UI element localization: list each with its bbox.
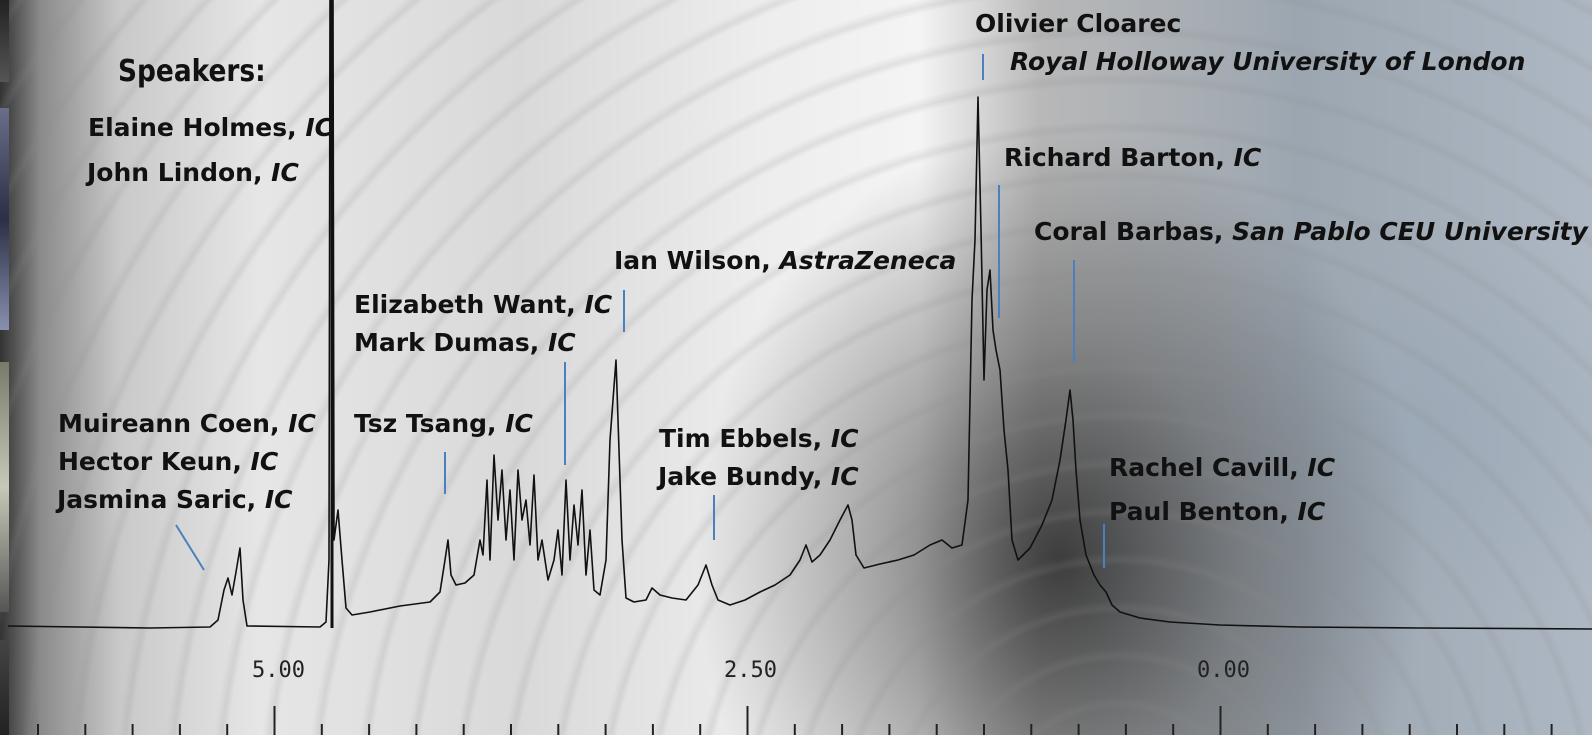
speaker-label: Hector Keun, IC <box>58 447 279 476</box>
photo-strip-middle <box>0 108 9 330</box>
tick-label-0: 0.00 <box>1197 658 1250 683</box>
tick-label-2-5: 2.50 <box>724 658 777 683</box>
tick-label-5: 5.00 <box>252 658 305 683</box>
speakers-heading: Speakers: <box>118 54 266 89</box>
speaker-label: Tim Ebbels, IC <box>659 424 859 453</box>
speaker-label: Paul Benton, IC <box>1109 497 1326 526</box>
photo-strip-lower <box>0 362 9 612</box>
speaker-label: Coral Barbas, San Pablo CEU University <box>1034 217 1588 246</box>
pointer-lines <box>175 54 1105 571</box>
speaker-label: Olivier Cloarec <box>975 9 1182 38</box>
speaker-label: Jasmina Saric, IC <box>57 485 293 514</box>
speaker-label: Richard Barton, IC <box>1004 143 1262 172</box>
speaker-label: John Lindon, IC <box>87 158 299 187</box>
speaker-label: Tsz Tsang, IC <box>354 409 533 438</box>
photo-strip-top <box>0 0 9 82</box>
speaker-label: Mark Dumas, IC <box>354 328 576 357</box>
speaker-label: Jake Bundy, IC <box>658 462 859 491</box>
ppm-axis <box>37 706 1553 735</box>
speaker-affiliation: Royal Holloway University of London <box>1010 47 1526 76</box>
speaker-label: Elizabeth Want, IC <box>354 290 613 319</box>
speaker-label: Ian Wilson, AstraZeneca <box>614 246 957 275</box>
spectrum-trace <box>7 0 1592 630</box>
speaker-label: Elaine Holmes, IC <box>88 113 333 142</box>
pointer-line <box>175 524 205 571</box>
speaker-label: Rachel Cavill, IC <box>1109 453 1336 482</box>
photo-strip-bottom <box>0 640 9 735</box>
speaker-label: Muireann Coen, IC <box>58 409 316 438</box>
